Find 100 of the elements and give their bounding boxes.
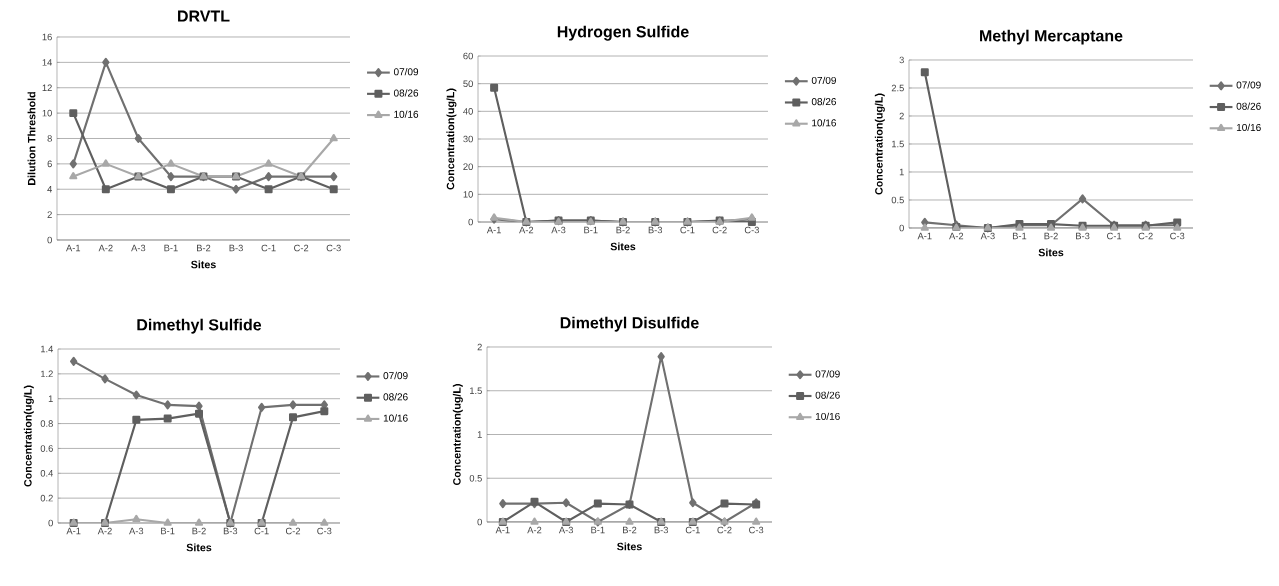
y-tick-label: 4 <box>47 186 53 193</box>
y-tick-label: 0.5 <box>469 474 482 482</box>
y-tick-label: 40 <box>463 108 473 115</box>
y-tick-label: 14 <box>42 59 53 66</box>
y-tick-label: 1.2 <box>41 370 53 378</box>
y-tick-label: 16 <box>42 33 52 41</box>
y-tick-label: 1 <box>48 395 53 402</box>
x-tick-label: A-3 <box>129 527 144 535</box>
x-tick-label: C-1 <box>254 527 269 535</box>
legend-label: 07/09 <box>393 67 419 76</box>
x-tick-label: B-1 <box>584 226 598 234</box>
y-tick-label: 0 <box>47 236 52 244</box>
legend-label: 08/26 <box>1236 102 1261 110</box>
y-tick-label: 10 <box>42 109 52 117</box>
x-tick-label: C-1 <box>680 226 695 234</box>
y-tick-label: 20 <box>463 163 473 170</box>
x-tick-label: A-2 <box>519 226 534 234</box>
x-tick-label: C-3 <box>326 244 341 252</box>
x-tick-label: B-1 <box>164 244 178 252</box>
y-tick-label: 0 <box>468 218 473 226</box>
legend-label: 07/09 <box>383 371 408 380</box>
y-tick-label: 2 <box>899 112 904 120</box>
y-tick-label: 1.5 <box>892 140 904 148</box>
y-tick-label: 8 <box>47 135 52 142</box>
x-tick-label: A-3 <box>551 226 566 234</box>
y-tick-label: 0.2 <box>40 494 53 502</box>
x-axis-title: Sites <box>191 260 216 269</box>
x-tick-label: C-3 <box>1170 232 1185 240</box>
y-tick-label: 60 <box>463 52 473 60</box>
y-tick-label: 0 <box>48 519 53 527</box>
chart-title: DRVTL <box>178 10 230 22</box>
x-tick-label: A-2 <box>97 527 112 535</box>
x-tick-label: C-2 <box>294 244 309 252</box>
y-axis-title: Concentration(ug/L) <box>446 88 457 190</box>
y-tick-label: 0.6 <box>40 445 53 452</box>
x-tick-label: B-2 <box>197 244 211 252</box>
x-axis-title: Sites <box>1038 248 1064 257</box>
legend-label: 07/09 <box>1236 81 1261 89</box>
y-tick-label: 50 <box>463 80 473 87</box>
y-tick-label: 10 <box>463 191 473 198</box>
x-tick-label: B-3 <box>654 526 668 534</box>
y-axis-title: Concentration(ug/L) <box>23 385 34 487</box>
y-tick-label: 0 <box>477 518 482 526</box>
legend-label: 10/16 <box>812 119 836 127</box>
y-tick-label: 3 <box>899 56 904 64</box>
x-tick-label: A-2 <box>949 232 964 240</box>
x-tick-label: C-1 <box>261 244 276 252</box>
x-tick-label: A-2 <box>527 526 542 534</box>
x-tick-label: B-1 <box>1012 232 1027 240</box>
x-tick-label: C-1 <box>1107 232 1122 240</box>
y-tick-label: 1 <box>899 168 904 176</box>
legend-label: 10/16 <box>383 414 408 422</box>
y-tick-label: 0.4 <box>40 469 54 477</box>
y-axis-title: Concentration(ug/L) <box>874 93 885 195</box>
x-tick-label: A-2 <box>98 244 113 252</box>
y-tick-label: 0.8 <box>40 420 53 427</box>
x-axis-title: Sites <box>186 543 212 552</box>
x-tick-label: B-3 <box>223 527 238 535</box>
x-tick-label: B-3 <box>648 226 663 234</box>
x-tick-label: B-1 <box>591 526 605 534</box>
x-tick-label: A-3 <box>980 232 995 240</box>
legend-label: 10/16 <box>815 412 840 420</box>
x-tick-label: B-2 <box>616 226 630 234</box>
x-tick-label: C-2 <box>717 526 732 534</box>
y-tick-label: 0.5 <box>891 196 904 204</box>
y-tick-label: 2 <box>47 211 52 218</box>
legend-label: 08/26 <box>811 97 836 106</box>
chart-title: Methyl Mercaptane <box>980 29 1123 45</box>
x-tick-label: C-2 <box>712 226 727 234</box>
x-tick-label: A-1 <box>495 526 510 534</box>
y-tick-label: 2.5 <box>891 84 904 92</box>
x-tick-label: B-3 <box>229 244 243 252</box>
x-tick-label: C-3 <box>744 226 759 234</box>
x-tick-label: A-1 <box>66 527 81 535</box>
x-tick-label: C-2 <box>1138 232 1153 240</box>
x-axis-title: Sites <box>610 242 636 251</box>
x-tick-label: B-2 <box>1044 232 1058 240</box>
legend-label: 10/16 <box>394 110 419 118</box>
x-tick-label: C-1 <box>685 526 700 534</box>
y-tick-label: 1.4 <box>41 345 54 353</box>
x-tick-label: B-2 <box>192 527 206 535</box>
x-axis-title: Sites <box>617 542 642 551</box>
legend-label: 07/09 <box>815 370 840 378</box>
y-tick-label: 1.5 <box>470 387 482 394</box>
x-tick-label: B-3 <box>1076 232 1090 240</box>
x-tick-label: A-1 <box>486 226 501 234</box>
x-tick-label: C-2 <box>285 527 301 535</box>
legend-label: 08/26 <box>383 393 408 401</box>
y-tick-label: 6 <box>47 160 52 168</box>
chart-title: Hydrogen Sulfide <box>557 25 689 41</box>
x-tick-label: A-3 <box>131 244 146 252</box>
x-tick-label: B-2 <box>623 526 637 534</box>
legend-label: 10/16 <box>1236 123 1261 132</box>
x-tick-label: A-1 <box>917 232 932 240</box>
chart-title: Dimethyl Disulfide <box>560 316 699 332</box>
chart-title: Dimethyl Sulfide <box>137 318 262 334</box>
y-axis-title: Dilution Threshold <box>27 92 36 185</box>
x-tick-label: A-1 <box>66 244 81 252</box>
y-axis-title: Concentration(ug/L) <box>452 384 463 486</box>
x-tick-label: B-1 <box>161 527 175 535</box>
